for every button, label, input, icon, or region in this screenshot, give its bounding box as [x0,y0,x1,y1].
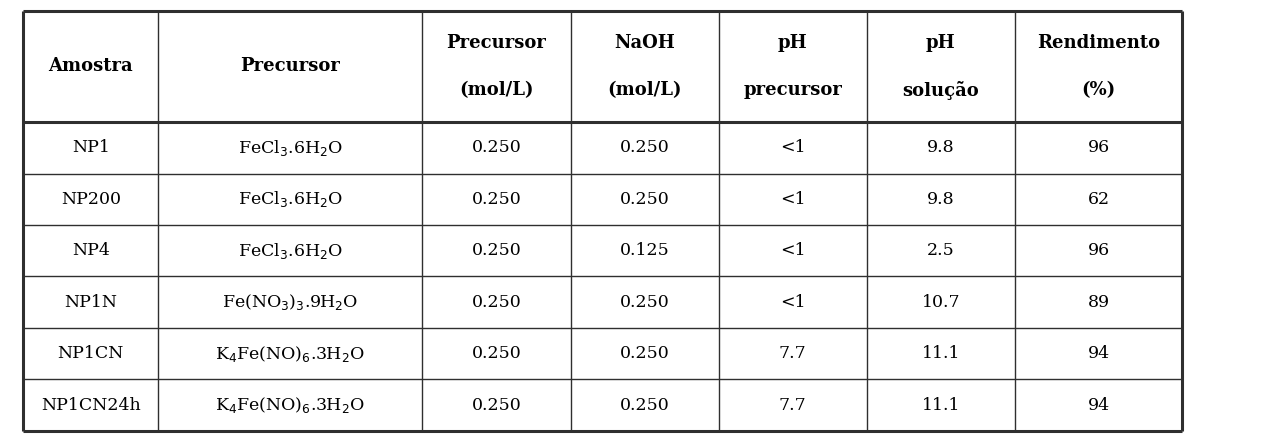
Text: 0.250: 0.250 [471,294,522,310]
Text: precursor: precursor [743,82,842,99]
Text: 7.7: 7.7 [779,345,806,362]
Text: 9.8: 9.8 [927,140,954,156]
Text: NP200: NP200 [61,191,121,208]
Text: 96: 96 [1087,242,1110,259]
Text: 11.1: 11.1 [922,397,960,413]
Text: NP4: NP4 [72,242,109,259]
Text: <1: <1 [781,140,805,156]
Text: FeCl$_3$.6H$_2$O: FeCl$_3$.6H$_2$O [238,138,343,158]
Text: 94: 94 [1087,345,1110,362]
Text: 0.250: 0.250 [471,345,522,362]
Text: 11.1: 11.1 [922,345,960,362]
Text: 0.250: 0.250 [620,191,670,208]
Text: 0.125: 0.125 [620,242,670,259]
Text: pH: pH [926,34,956,51]
Text: 0.250: 0.250 [620,140,670,156]
Text: 9.8: 9.8 [927,191,954,208]
Text: (mol/L): (mol/L) [608,82,681,99]
Text: 89: 89 [1087,294,1110,310]
Text: NP1N: NP1N [64,294,117,310]
Text: 0.250: 0.250 [471,397,522,413]
Text: 0.250: 0.250 [620,294,670,310]
Text: 7.7: 7.7 [779,397,806,413]
Text: <1: <1 [781,294,805,310]
Text: K$_4$Fe(NO)$_6$.3H$_2$O: K$_4$Fe(NO)$_6$.3H$_2$O [215,395,366,415]
Text: 0.250: 0.250 [620,397,670,413]
Text: solução: solução [903,81,979,100]
Text: FeCl$_3$.6H$_2$O: FeCl$_3$.6H$_2$O [238,241,343,261]
Text: <1: <1 [781,191,805,208]
Text: K$_4$Fe(NO)$_6$.3H$_2$O: K$_4$Fe(NO)$_6$.3H$_2$O [215,344,366,364]
Text: (mol/L): (mol/L) [460,82,533,99]
Text: Rendimento: Rendimento [1037,34,1160,51]
Text: NP1CN24h: NP1CN24h [41,397,140,413]
Text: 2.5: 2.5 [927,242,954,259]
Text: NP1CN: NP1CN [58,345,124,362]
Text: Precursor: Precursor [447,34,546,51]
Text: Precursor: Precursor [241,58,340,75]
Text: NaOH: NaOH [614,34,675,51]
Text: NP1: NP1 [72,140,109,156]
Text: Fe(NO$_3$)$_3$.9H$_2$O: Fe(NO$_3$)$_3$.9H$_2$O [223,292,358,312]
Text: <1: <1 [781,242,805,259]
Text: 96: 96 [1087,140,1110,156]
Text: 94: 94 [1087,397,1110,413]
Text: pH: pH [778,34,808,51]
Text: 62: 62 [1087,191,1110,208]
Text: 0.250: 0.250 [471,140,522,156]
Text: Amostra: Amostra [49,58,133,75]
Text: 0.250: 0.250 [471,242,522,259]
Text: 0.250: 0.250 [471,191,522,208]
Text: 10.7: 10.7 [922,294,960,310]
Text: (%): (%) [1082,82,1115,99]
Text: 0.250: 0.250 [620,345,670,362]
Text: FeCl$_3$.6H$_2$O: FeCl$_3$.6H$_2$O [238,189,343,209]
